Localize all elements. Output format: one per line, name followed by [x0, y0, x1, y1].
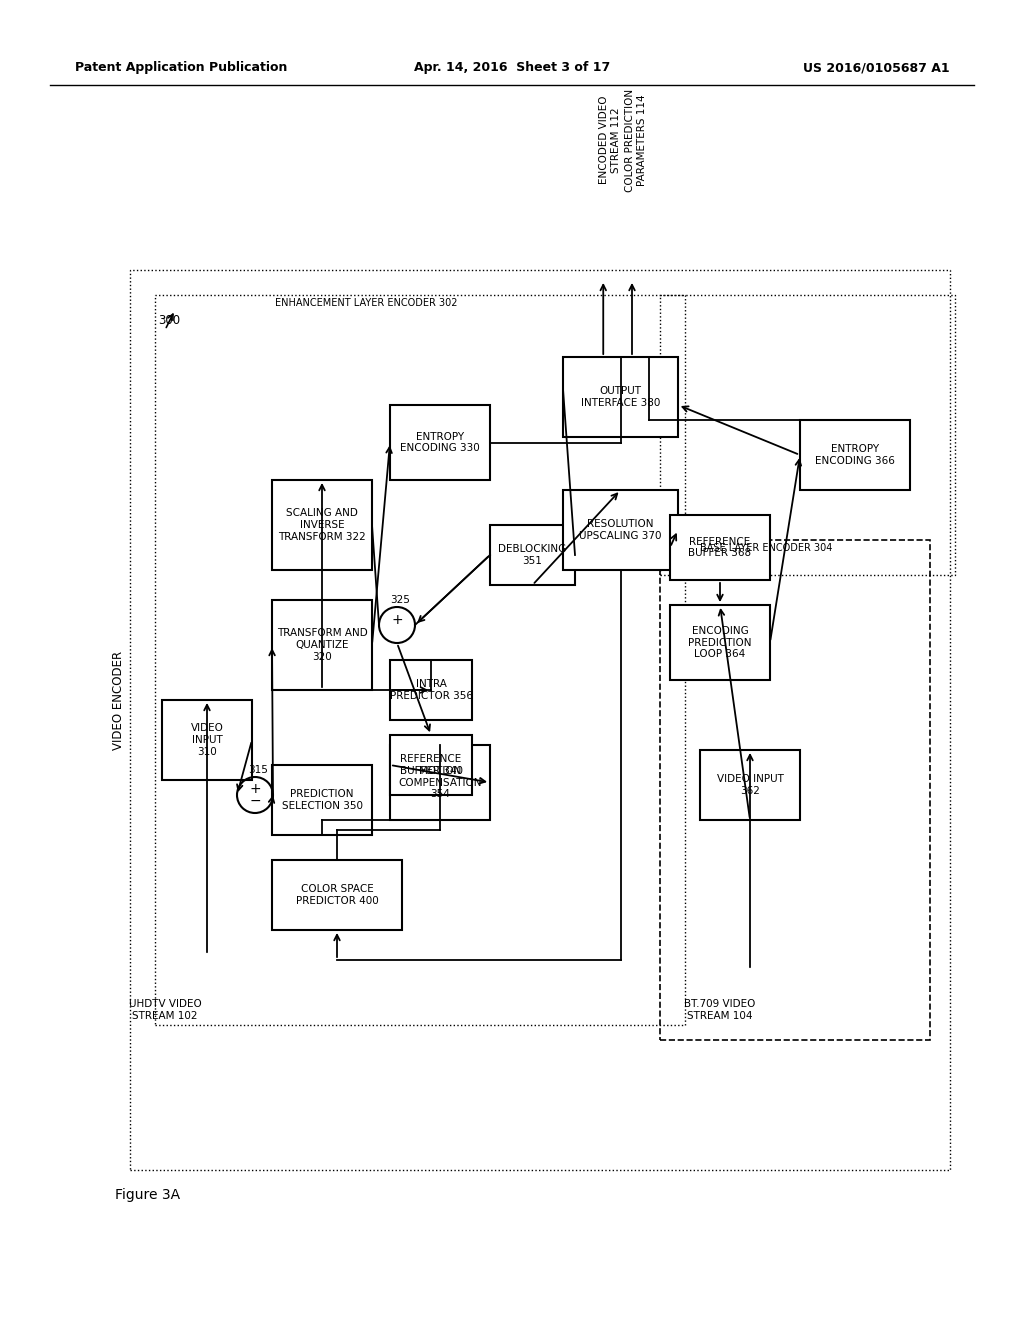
- Bar: [162, 700, 252, 780]
- Text: Figure 3A: Figure 3A: [115, 1188, 180, 1203]
- Text: Apr. 14, 2016  Sheet 3 of 17: Apr. 14, 2016 Sheet 3 of 17: [414, 62, 610, 74]
- Text: INTRA
PREDICTOR 356: INTRA PREDICTOR 356: [389, 680, 472, 701]
- Bar: [272, 601, 372, 690]
- Bar: [490, 525, 575, 585]
- Bar: [390, 405, 490, 480]
- Bar: [660, 540, 930, 1040]
- Text: RESOLUTION
UPSCALING 370: RESOLUTION UPSCALING 370: [580, 519, 662, 541]
- Text: −: −: [249, 795, 261, 808]
- Text: ENTROPY
ENCODING 366: ENTROPY ENCODING 366: [815, 445, 895, 466]
- Text: TRANSFORM AND
QUANTIZE
320: TRANSFORM AND QUANTIZE 320: [276, 628, 368, 661]
- Text: OUTPUT
INTERFACE 380: OUTPUT INTERFACE 380: [581, 387, 660, 408]
- Text: Patent Application Publication: Patent Application Publication: [75, 62, 288, 74]
- Text: PREDICTION
SELECTION 350: PREDICTION SELECTION 350: [282, 789, 362, 810]
- Text: UHDTV VIDEO
STREAM 102: UHDTV VIDEO STREAM 102: [129, 999, 202, 1020]
- Text: DEBLOCKING
351: DEBLOCKING 351: [499, 544, 566, 566]
- Text: COLOR SPACE
PREDICTOR 400: COLOR SPACE PREDICTOR 400: [296, 884, 379, 906]
- Text: REFERENCE
BUFFER 368: REFERENCE BUFFER 368: [688, 537, 752, 558]
- Bar: [390, 660, 472, 719]
- Text: VIDEO INPUT
362: VIDEO INPUT 362: [717, 775, 783, 796]
- Text: ENCODING
PREDICTION
LOOP 364: ENCODING PREDICTION LOOP 364: [688, 626, 752, 659]
- Bar: [390, 735, 472, 795]
- Text: US 2016/0105687 A1: US 2016/0105687 A1: [804, 62, 950, 74]
- Text: SCALING AND
INVERSE
TRANSFORM 322: SCALING AND INVERSE TRANSFORM 322: [279, 508, 366, 541]
- Bar: [670, 515, 770, 579]
- Text: BT.709 VIDEO
STREAM 104: BT.709 VIDEO STREAM 104: [684, 999, 756, 1020]
- Text: REFERENCE
BUFFER 340: REFERENCE BUFFER 340: [399, 754, 463, 776]
- Text: +: +: [249, 781, 261, 796]
- Text: ENHANCEMENT LAYER ENCODER 302: ENHANCEMENT LAYER ENCODER 302: [275, 298, 458, 308]
- Text: BASE LAYER ENCODER 304: BASE LAYER ENCODER 304: [700, 543, 833, 553]
- Bar: [670, 605, 770, 680]
- Text: 315: 315: [248, 766, 268, 775]
- Bar: [272, 766, 372, 836]
- Bar: [563, 356, 678, 437]
- Bar: [390, 744, 490, 820]
- Text: COLOR PREDICTION
PARAMETERS 114: COLOR PREDICTION PARAMETERS 114: [626, 88, 647, 191]
- Text: ENCODED VIDEO
STREAM 112: ENCODED VIDEO STREAM 112: [599, 96, 621, 185]
- Text: +: +: [391, 612, 402, 627]
- Text: VIDEO
INPUT
310: VIDEO INPUT 310: [190, 723, 223, 756]
- Bar: [700, 750, 800, 820]
- Text: 300: 300: [158, 314, 180, 326]
- Bar: [155, 294, 685, 1026]
- Bar: [272, 480, 372, 570]
- Bar: [130, 271, 950, 1170]
- Bar: [272, 861, 402, 931]
- Bar: [660, 294, 955, 576]
- Text: ENTROPY
ENCODING 330: ENTROPY ENCODING 330: [400, 432, 480, 453]
- Text: MOTION
COMPENSATION
354: MOTION COMPENSATION 354: [398, 766, 481, 799]
- Bar: [800, 420, 910, 490]
- Text: VIDEO ENCODER: VIDEO ENCODER: [112, 651, 125, 750]
- Bar: [563, 490, 678, 570]
- Text: 325: 325: [390, 595, 410, 605]
